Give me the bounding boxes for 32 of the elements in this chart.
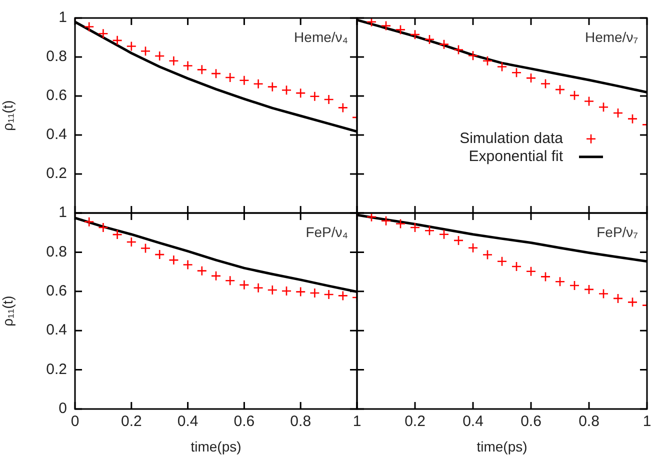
x-tick-label: 0.8	[290, 413, 312, 430]
y-axis-title: ρ₁₁(t)	[0, 296, 16, 326]
y-tick-label: 0.2	[46, 165, 67, 182]
y-tick-label: 0.8	[46, 243, 67, 260]
y-tick-label: 0.4	[46, 126, 67, 144]
x-tick-label: 0.8	[578, 413, 600, 430]
x-tick-label: 0.6	[234, 413, 255, 430]
x-tick-label: 1	[352, 413, 362, 430]
annotation: Heme/ν₄	[294, 29, 348, 45]
x-axis-title: time(ps)	[476, 438, 528, 454]
y-tick-label: 0.6	[46, 282, 67, 300]
y-tick-label: 0	[58, 400, 67, 418]
y-axis-title: ρ₁₁(t)	[0, 100, 16, 131]
y-tick-label: 1	[58, 204, 67, 222]
y-tick-label: 0.2	[46, 360, 67, 378]
y-tick-label: 1	[58, 9, 67, 26]
y-tick-label: 0.8	[46, 48, 67, 66]
x-tick-label: 1	[642, 413, 652, 430]
y-tick-label: 0.4	[46, 322, 67, 339]
annotation: Heme/ν₇	[584, 29, 638, 45]
x-tick-label: 0.4	[462, 413, 484, 430]
x-tick-label: 0.2	[120, 413, 142, 430]
annotation: FeP/ν₇	[596, 224, 638, 240]
annotation: FeP/ν₄	[306, 224, 348, 240]
x-tick-label: 0.4	[177, 413, 198, 430]
y-tick-label: 0.6	[46, 87, 67, 104]
x-axis-title: time(ps)	[190, 438, 242, 454]
legend-label: Simulation data	[460, 130, 564, 148]
x-tick-label: 0.2	[404, 413, 426, 430]
x-tick-label: 0.6	[520, 413, 542, 430]
x-tick-label: 0	[70, 413, 80, 430]
legend-label: Exponential fit	[468, 148, 564, 166]
